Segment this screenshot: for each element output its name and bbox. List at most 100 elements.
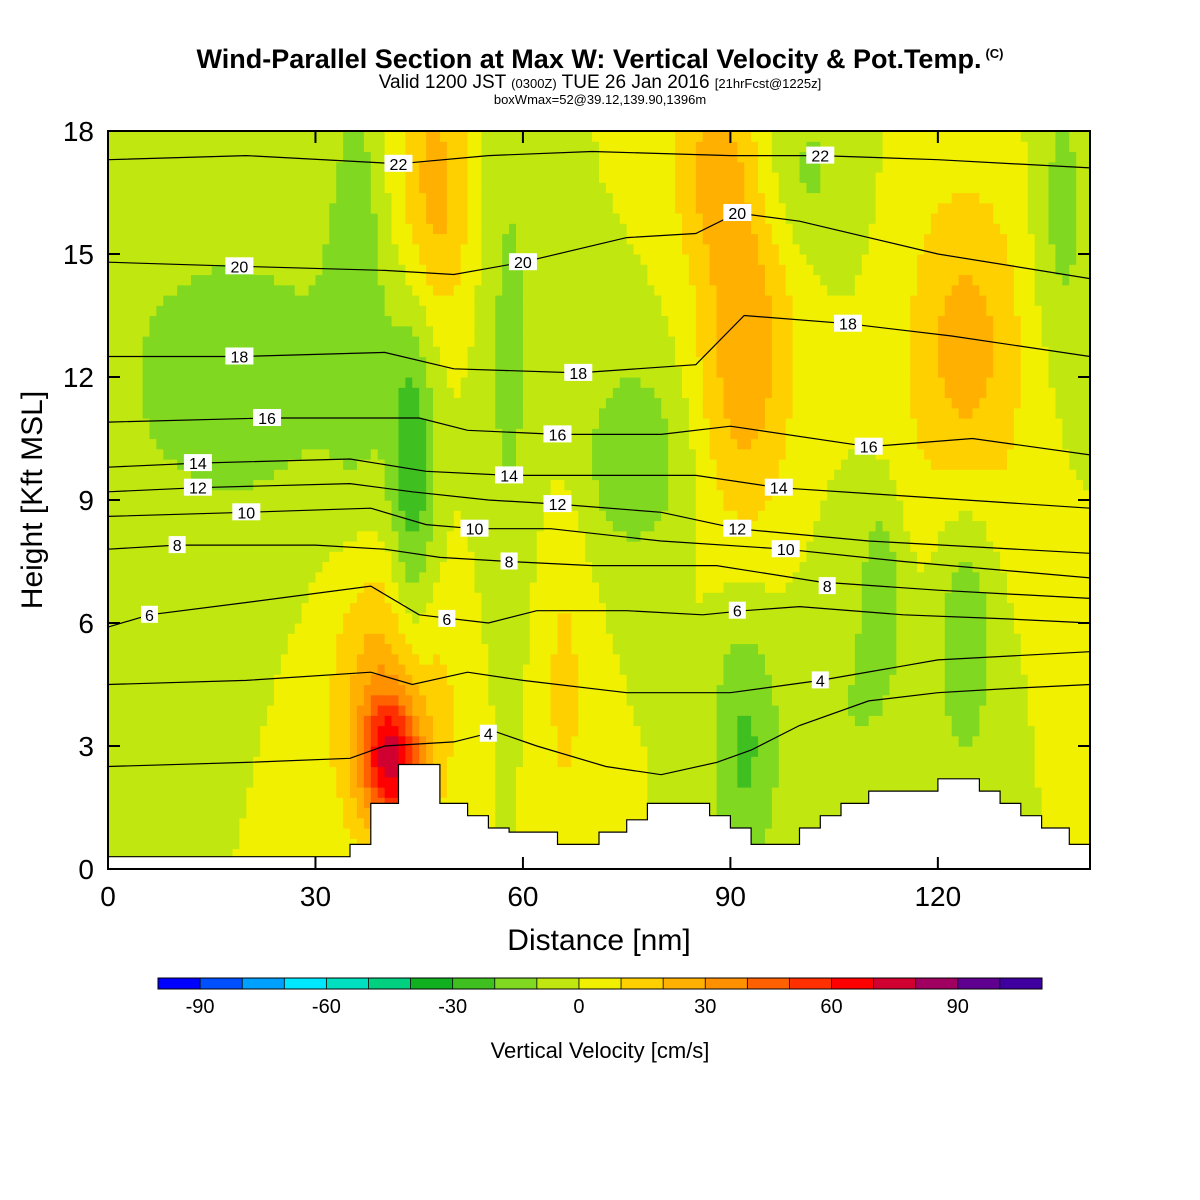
velocity-cell xyxy=(972,756,980,768)
velocity-cell xyxy=(1013,551,1022,563)
velocity-cell xyxy=(1069,838,1077,850)
velocity-cell xyxy=(861,735,870,747)
velocity-cell xyxy=(481,571,489,583)
velocity-cell xyxy=(329,571,337,583)
velocity-cell xyxy=(571,776,579,788)
velocity-cell xyxy=(267,684,275,696)
velocity-cell xyxy=(737,653,745,665)
velocity-cell xyxy=(460,705,469,716)
velocity-cell xyxy=(315,817,323,829)
velocity-cell xyxy=(695,735,704,747)
velocity-cell xyxy=(792,817,801,829)
velocity-cell xyxy=(861,664,870,675)
velocity-cell xyxy=(626,541,635,552)
velocity-cell xyxy=(1048,653,1057,665)
velocity-cell xyxy=(854,612,863,624)
velocity-cell xyxy=(681,623,690,634)
velocity-cell xyxy=(633,807,642,819)
velocity-cell xyxy=(792,592,801,604)
velocity-cell xyxy=(1027,571,1036,583)
velocity-cell xyxy=(834,735,842,747)
velocity-cell xyxy=(751,582,759,593)
velocity-cell xyxy=(640,756,649,768)
velocity-cell xyxy=(280,633,289,645)
velocity-cell xyxy=(516,551,524,563)
velocity-cell xyxy=(322,623,330,634)
velocity-cell xyxy=(308,746,317,757)
velocity-cell xyxy=(1000,592,1008,604)
velocity-cell xyxy=(737,623,745,634)
velocity-cell xyxy=(834,592,842,604)
velocity-cell xyxy=(1034,746,1043,757)
velocity-cell xyxy=(564,715,572,727)
velocity-cell xyxy=(861,653,870,665)
velocity-cell xyxy=(315,674,323,686)
velocity-cell xyxy=(799,664,808,675)
velocity-cell xyxy=(108,838,116,850)
velocity-cell xyxy=(412,725,420,737)
velocity-cell xyxy=(599,551,607,563)
velocity-cell xyxy=(301,766,310,778)
velocity-cell xyxy=(315,797,323,809)
velocity-cell xyxy=(211,633,220,645)
velocity-cell xyxy=(868,756,877,768)
velocity-cell xyxy=(315,705,323,716)
velocity-cell xyxy=(571,807,579,819)
velocity-cell xyxy=(695,551,704,563)
velocity-cell xyxy=(356,653,365,665)
velocity-cell xyxy=(661,797,669,809)
velocity-cell xyxy=(128,571,137,583)
velocity-cell xyxy=(675,746,683,757)
velocity-cell xyxy=(868,592,877,604)
velocity-cell xyxy=(882,766,891,778)
velocity-cell xyxy=(806,592,814,604)
velocity-cell xyxy=(702,797,711,809)
velocity-cell xyxy=(702,541,711,552)
velocity-cell xyxy=(1062,684,1070,696)
velocity-cell xyxy=(875,623,884,634)
velocity-cell xyxy=(121,715,130,727)
velocity-cell xyxy=(993,653,1001,665)
velocity-cell xyxy=(356,561,365,573)
velocity-cell xyxy=(529,684,538,696)
velocity-cell xyxy=(280,602,289,614)
velocity-cell xyxy=(730,653,738,665)
velocity-cell xyxy=(930,664,939,675)
velocity-cell xyxy=(744,633,752,645)
velocity-cell xyxy=(626,705,635,716)
velocity-cell xyxy=(709,602,718,614)
velocity-cell xyxy=(1048,715,1057,727)
velocity-cell xyxy=(453,571,462,583)
velocity-cell xyxy=(868,612,877,624)
velocity-cell xyxy=(211,520,220,532)
velocity-cell xyxy=(571,684,579,696)
velocity-cell xyxy=(986,653,994,665)
velocity-cell xyxy=(460,643,469,655)
velocity-cell xyxy=(108,766,116,778)
velocity-cell xyxy=(605,633,614,645)
velocity-cell xyxy=(1020,633,1029,645)
velocity-cell xyxy=(315,787,323,798)
velocity-cell xyxy=(827,530,835,542)
velocity-cell xyxy=(260,582,268,593)
velocity-cell xyxy=(1020,612,1029,624)
velocity-cell xyxy=(197,776,206,788)
velocity-cell xyxy=(204,828,213,839)
velocity-cell xyxy=(329,684,337,696)
velocity-cell xyxy=(605,725,614,737)
velocity-cell xyxy=(398,664,406,675)
velocity-cell xyxy=(343,612,351,624)
velocity-cell xyxy=(114,612,123,624)
velocity-cell xyxy=(903,551,911,563)
velocity-cell xyxy=(979,602,987,614)
velocity-cell xyxy=(197,500,206,511)
velocity-cell xyxy=(1007,725,1015,737)
velocity-cell xyxy=(370,541,379,552)
velocity-cell xyxy=(370,612,379,624)
velocity-cell xyxy=(370,623,379,634)
velocity-cell xyxy=(453,776,462,788)
velocity-cell xyxy=(813,735,821,747)
velocity-cell xyxy=(343,633,351,645)
velocity-cell xyxy=(564,530,572,542)
velocity-cell xyxy=(1000,571,1008,583)
